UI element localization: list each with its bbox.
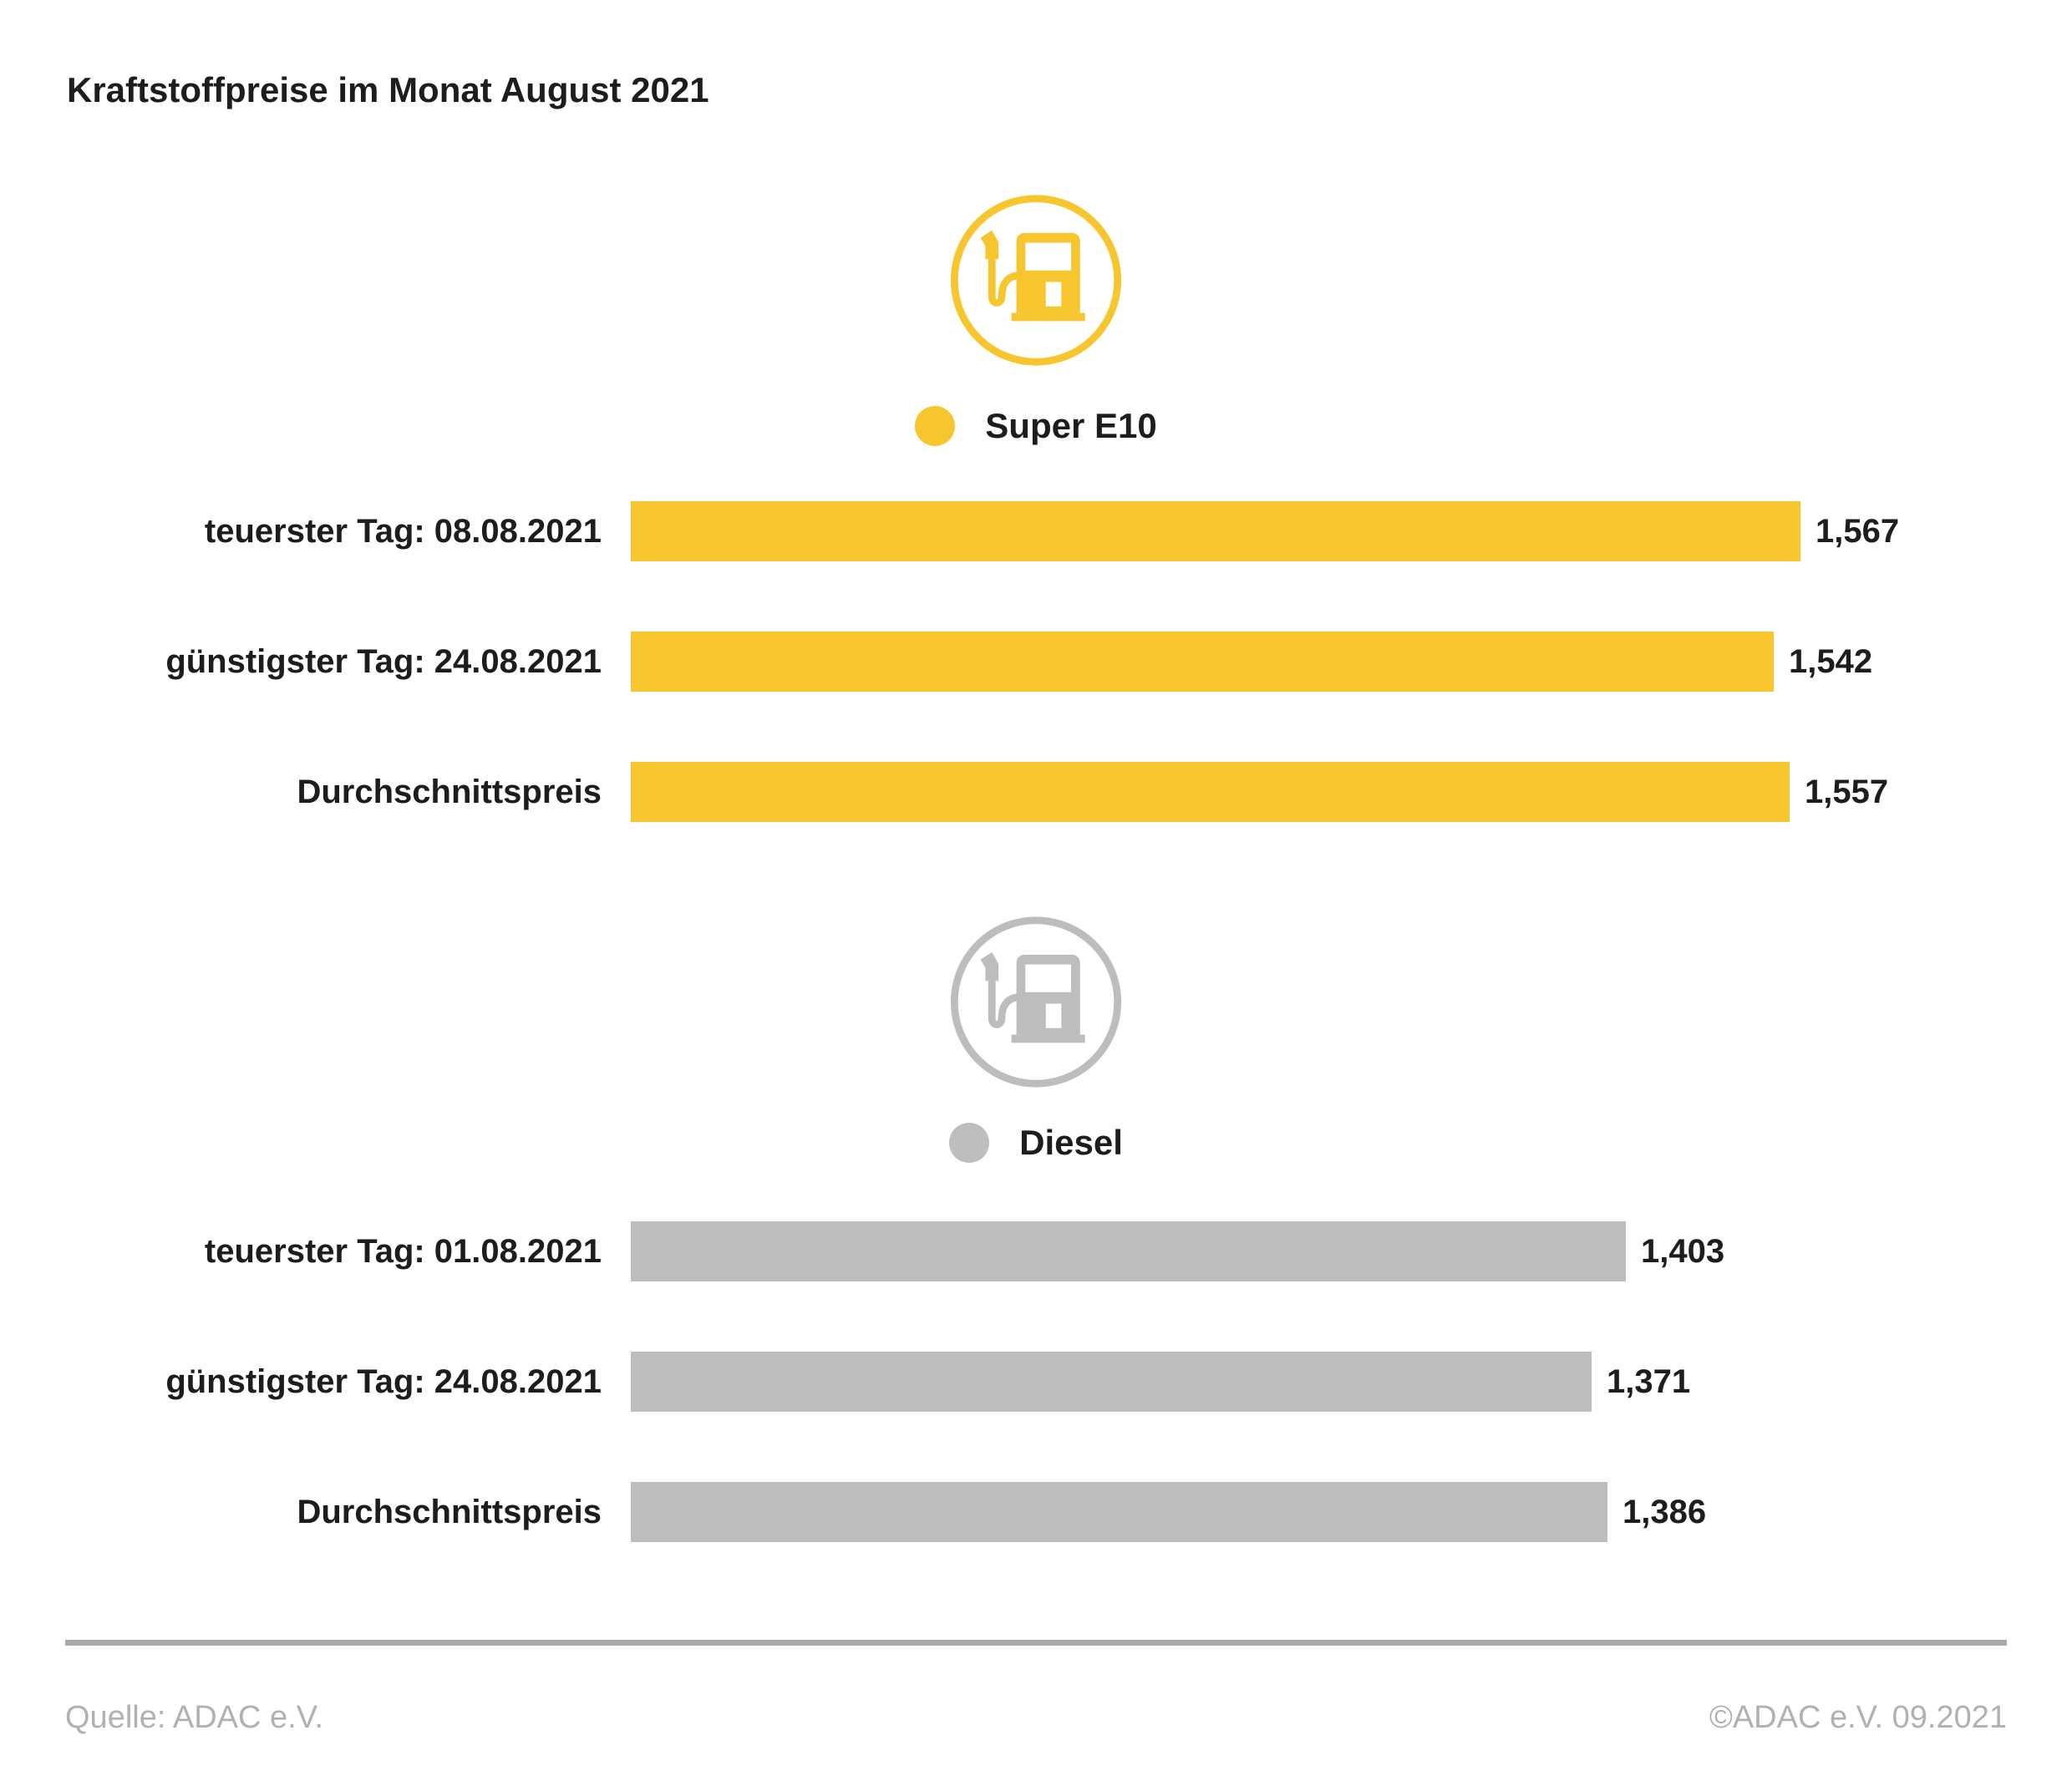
bar <box>631 632 1774 692</box>
bar-value: 1,567 <box>1816 512 1900 550</box>
bar-row: Durchschnittspreis 1,557 <box>0 762 2072 822</box>
bar <box>631 1482 1607 1542</box>
bar <box>631 501 1800 561</box>
bar-row: Durchschnittspreis 1,386 <box>0 1482 2072 1542</box>
bar-value: 1,542 <box>1789 642 1873 680</box>
bar-value: 1,371 <box>1607 1362 1691 1400</box>
super-e10-fuel-pump-icon <box>947 190 1126 374</box>
legend-label: Diesel <box>1019 1123 1123 1162</box>
bar-row: teuerster Tag: 01.08.2021 1,403 <box>0 1221 2072 1281</box>
bar-row: günstigster Tag: 24.08.2021 1,371 <box>0 1352 2072 1412</box>
legend-dot-icon <box>915 406 956 446</box>
bar-label: Durchschnittspreis <box>297 1494 602 1530</box>
page-title: Kraftstoffpreise im Monat August 2021 <box>67 70 709 109</box>
legend-diesel: Diesel <box>0 1123 2072 1163</box>
bar <box>631 1352 1592 1412</box>
bar-value: 1,386 <box>1623 1493 1707 1530</box>
footer-divider <box>65 1640 2007 1646</box>
bar-label: günstigster Tag: 24.08.2021 <box>165 1363 602 1400</box>
bar-value: 1,403 <box>1641 1232 1725 1270</box>
bar-row: günstigster Tag: 24.08.2021 1,542 <box>0 632 2072 692</box>
copyright-text: ©ADAC e.V. 09.2021 <box>1709 1700 2007 1735</box>
bar-label: teuerster Tag: 01.08.2021 <box>204 1233 602 1270</box>
bar <box>631 762 1790 822</box>
bar-label: teuerster Tag: 08.08.2021 <box>204 513 602 550</box>
legend-dot-icon <box>949 1123 990 1163</box>
bar <box>631 1221 1626 1281</box>
legend-super-e10: Super E10 <box>0 406 2072 446</box>
bar-label: Durchschnittspreis <box>297 774 602 810</box>
diesel-fuel-pump-icon <box>947 912 1126 1096</box>
bar-label: günstigster Tag: 24.08.2021 <box>165 643 602 680</box>
bar-value: 1,557 <box>1805 773 1889 810</box>
bar-row: teuerster Tag: 08.08.2021 1,567 <box>0 501 2072 561</box>
source-text: Quelle: ADAC e.V. <box>65 1700 324 1735</box>
legend-label: Super E10 <box>985 406 1157 445</box>
